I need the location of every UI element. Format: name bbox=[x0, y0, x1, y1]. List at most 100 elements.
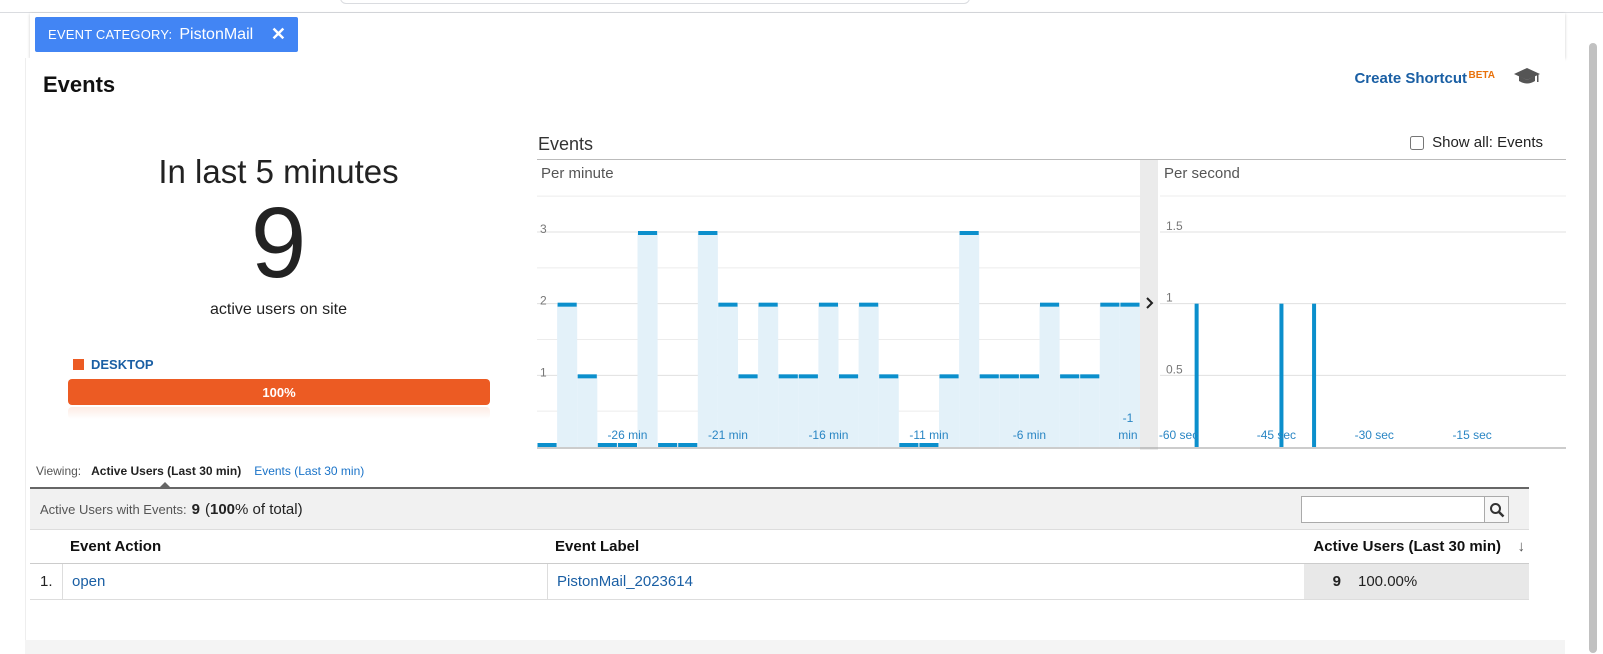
device-label[interactable]: DESKTOP bbox=[91, 357, 154, 372]
tab-active-users[interactable]: Active Users (Last 30 min) bbox=[91, 464, 242, 488]
bar-cap bbox=[959, 231, 979, 235]
bar bbox=[878, 375, 899, 447]
bar-cap bbox=[678, 443, 698, 447]
x-tick-label: -1 bbox=[1123, 411, 1134, 425]
bar-cap bbox=[778, 374, 798, 379]
bar-cap bbox=[1060, 374, 1080, 379]
sort-down-icon[interactable]: ↓ bbox=[1517, 538, 1526, 555]
bar-cap bbox=[818, 302, 838, 307]
summary-bar: Active Users with Events: 9 (100% of tot… bbox=[30, 487, 1529, 530]
bar-cap bbox=[738, 374, 758, 379]
x-tick-label: -6 min bbox=[1013, 428, 1046, 442]
bar-cap bbox=[537, 443, 557, 447]
show-all-label: Show all: Events bbox=[1432, 134, 1543, 151]
bar bbox=[778, 375, 799, 447]
header-event-label[interactable]: Event Label bbox=[555, 538, 640, 555]
bar-cap bbox=[1100, 302, 1120, 307]
bar bbox=[758, 303, 779, 447]
show-all-toggle[interactable]: Show all: Events bbox=[1410, 134, 1543, 151]
row-count: 9 bbox=[1304, 564, 1349, 599]
x-tick-label: -45 sec bbox=[1257, 428, 1296, 442]
bar bbox=[939, 375, 960, 447]
global-search-bar[interactable] bbox=[340, 0, 970, 4]
filter-chip[interactable]: EVENT CATEGORY: PistonMail ✕ bbox=[35, 17, 298, 52]
kpi-subtitle: active users on site bbox=[210, 301, 347, 318]
y-tick-label: 2 bbox=[540, 294, 547, 308]
x-tick-label: -15 sec bbox=[1452, 428, 1491, 442]
tab-events[interactable]: Events (Last 30 min) bbox=[254, 464, 365, 478]
row-index: 1. bbox=[30, 564, 63, 599]
bar-cap bbox=[999, 374, 1019, 379]
x-tick-label: -30 sec bbox=[1355, 428, 1394, 442]
filter-strip: EVENT CATEGORY: PistonMail ✕ bbox=[30, 13, 1565, 58]
graduation-cap-icon[interactable] bbox=[1513, 66, 1541, 86]
bar-cap bbox=[839, 374, 859, 379]
bar bbox=[697, 232, 718, 447]
filter-chip-value: PistonMail bbox=[179, 25, 254, 43]
bar bbox=[979, 375, 1000, 447]
scrollbar[interactable] bbox=[1589, 13, 1603, 654]
page-title: Events bbox=[43, 72, 116, 97]
y-tick-label: 1.5 bbox=[1166, 219, 1183, 233]
close-icon[interactable]: ✕ bbox=[270, 24, 286, 44]
chart-title: Events bbox=[538, 134, 594, 154]
x-tick-label: -11 min bbox=[909, 428, 948, 442]
bar-cap bbox=[979, 374, 999, 379]
y-tick-label: 0.5 bbox=[1166, 362, 1183, 376]
bar bbox=[798, 375, 819, 447]
table-search bbox=[1301, 496, 1509, 523]
footer-strip bbox=[25, 640, 1565, 654]
bar bbox=[999, 375, 1020, 447]
bar bbox=[577, 375, 598, 447]
bar bbox=[637, 232, 658, 447]
bar bbox=[738, 375, 759, 447]
bar-cap bbox=[859, 302, 879, 307]
create-shortcut-link[interactable]: Create Shortcut bbox=[1354, 70, 1467, 87]
viewing-label: Viewing: bbox=[36, 464, 82, 478]
bar bbox=[858, 303, 879, 447]
device-bar-reflection bbox=[68, 407, 490, 419]
x-tick-label: -60 sec bbox=[1159, 428, 1198, 442]
row-event-action[interactable]: open bbox=[63, 564, 548, 599]
bar-cap bbox=[658, 443, 678, 447]
summary-open-paren: ( bbox=[205, 500, 210, 518]
bar-cap bbox=[597, 443, 617, 447]
bar bbox=[1099, 303, 1120, 447]
bar bbox=[818, 303, 839, 447]
header-active-users[interactable]: Active Users (Last 30 min) bbox=[1313, 538, 1501, 555]
filter-chip-key: EVENT CATEGORY: bbox=[48, 27, 173, 42]
active-users-count: 9 bbox=[250, 187, 307, 299]
x-tick-label: -26 min bbox=[607, 428, 647, 442]
chevron-right-icon bbox=[1146, 297, 1154, 309]
bar bbox=[1059, 375, 1080, 447]
row-event-label[interactable]: PistonMail_2023614 bbox=[557, 573, 693, 590]
bar-cap bbox=[698, 231, 718, 235]
search-button[interactable] bbox=[1484, 497, 1508, 522]
bar bbox=[1119, 303, 1140, 447]
y-tick-label: 3 bbox=[540, 222, 547, 236]
x-tick-label: -21 min bbox=[708, 428, 748, 442]
kpi-heading: In last 5 minutes bbox=[158, 153, 399, 190]
row-percent: 100.00% bbox=[1349, 564, 1529, 599]
table-search-input[interactable] bbox=[1302, 497, 1484, 522]
bar bbox=[1019, 375, 1040, 447]
table-row: 1. open PistonMail_2023614 9 100.00% bbox=[30, 564, 1529, 600]
bar-cap bbox=[718, 302, 738, 307]
device-swatch bbox=[73, 359, 84, 370]
realtime-events-panel: Events Create Shortcut BETA In last 5 mi… bbox=[25, 58, 1566, 640]
summary-count: 9 bbox=[191, 500, 200, 518]
bar-cap bbox=[577, 374, 597, 379]
bar-cap bbox=[899, 443, 919, 447]
bar-cap bbox=[557, 302, 577, 307]
x-tick-label: min bbox=[1118, 428, 1137, 442]
bar-cap bbox=[919, 443, 939, 447]
viewing-tabs: Viewing: Active Users (Last 30 min) Even… bbox=[36, 464, 377, 488]
bar-cap bbox=[798, 374, 818, 379]
show-all-checkbox[interactable] bbox=[1410, 135, 1425, 150]
x-tick-label: -16 min bbox=[808, 428, 848, 442]
events-table: Active Users with Events: 9 (100% of tot… bbox=[30, 487, 1529, 600]
per-minute-subtitle: Per minute bbox=[541, 165, 614, 182]
header-event-action[interactable]: Event Action bbox=[70, 538, 162, 555]
scrollbar-thumb[interactable] bbox=[1589, 43, 1597, 653]
per-second-subtitle: Per second bbox=[1164, 165, 1240, 182]
